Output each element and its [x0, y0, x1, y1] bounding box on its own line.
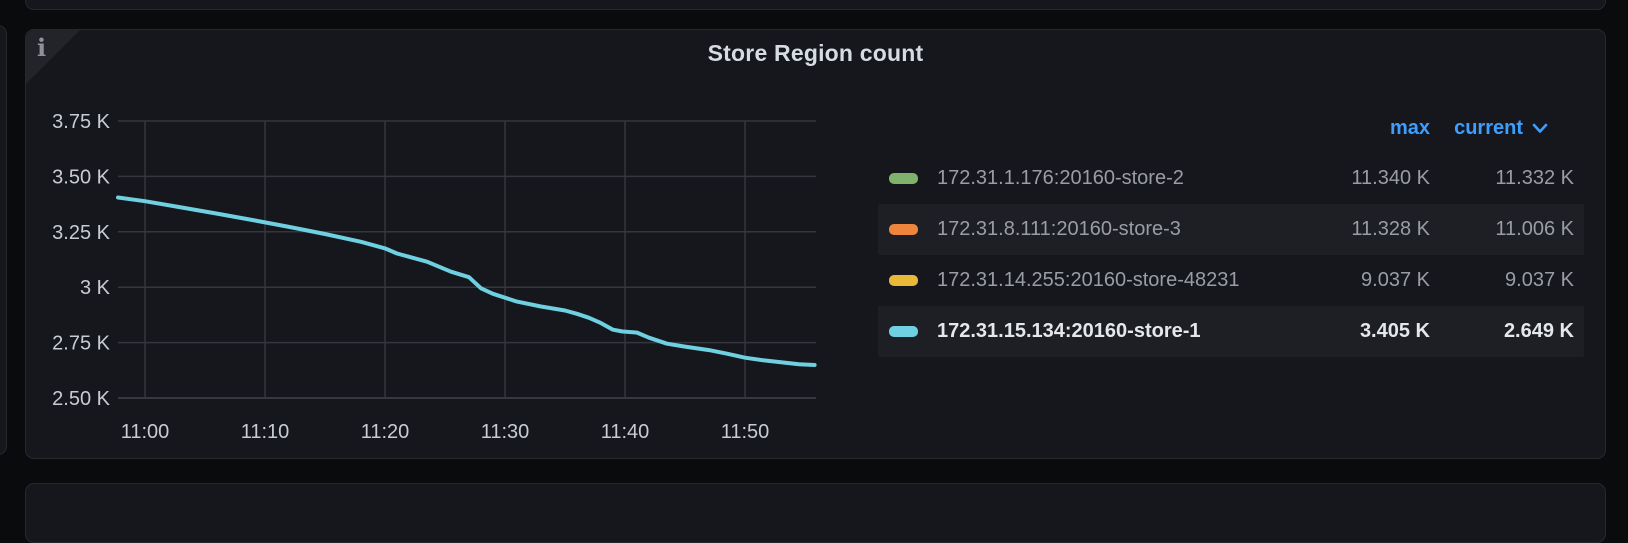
y-tick-label: 3.75 K	[52, 111, 110, 133]
series-label: 172.31.8.111:20160-store-3	[937, 218, 1181, 240]
x-tick-label: 11:20	[361, 421, 410, 443]
legend-sort-max[interactable]: max	[1390, 117, 1430, 140]
info-icon[interactable]: i	[37, 33, 47, 62]
series-color-swatch	[889, 224, 918, 235]
y-tick-label: 3.50 K	[52, 166, 110, 188]
legend-table: max current 172.31.1.176:20160-store-2 1…	[878, 113, 1584, 357]
series-color-swatch	[889, 326, 918, 337]
y-tick-label: 2.75 K	[52, 333, 110, 355]
legend-header-row: max current	[878, 113, 1584, 143]
series-max-value: 3.405 K	[1359, 320, 1430, 342]
series-current-value: 11.006 K	[1495, 218, 1574, 240]
legend-column-current-label: current	[1454, 116, 1523, 139]
y-tick-label: 3.25 K	[52, 222, 110, 244]
series-max-value: 9.037 K	[1361, 269, 1430, 291]
series-color-swatch	[889, 173, 918, 184]
series-max-value: 11.340 K	[1351, 167, 1430, 189]
chevron-down-icon	[1532, 123, 1548, 134]
series-current-value: 11.332 K	[1495, 167, 1574, 189]
legend-sort-current[interactable]: current	[1454, 117, 1574, 140]
legend-row-store-3[interactable]: 172.31.8.111:20160-store-3 11.328 K 11.0…	[878, 204, 1584, 255]
series-current-value: 2.649 K	[1503, 320, 1574, 342]
x-tick-label: 11:00	[121, 421, 170, 443]
adjacent-panel-above	[25, 0, 1606, 10]
series-line-172.31.15.134:20160-store-1[interactable]	[116, 195, 817, 367]
legend-row-store-1[interactable]: 172.31.15.134:20160-store-1 3.405 K 2.64…	[878, 306, 1584, 357]
x-tick-label: 11:50	[721, 421, 770, 443]
x-tick-label: 11:10	[241, 421, 290, 443]
legend-column-max-label: max	[1389, 116, 1430, 139]
panel-info-corner[interactable]	[26, 30, 80, 84]
y-tick-label: 3 K	[80, 277, 111, 299]
x-tick-label: 11:30	[481, 421, 530, 443]
time-series-chart[interactable]: 3.75 K 3.50 K 3.25 K 3 K 2.75 K 2.50 K 11:00 11…	[25, 29, 1606, 459]
legend-rows: 172.31.1.176:20160-store-2 11.340 K 11.3…	[878, 153, 1584, 357]
series-label: 172.31.1.176:20160-store-2	[937, 167, 1184, 189]
legend-row-store-2[interactable]: 172.31.1.176:20160-store-2 11.340 K 11.3…	[878, 153, 1584, 204]
series-color-swatch	[889, 275, 918, 286]
series-label: 172.31.14.255:20160-store-48231	[937, 269, 1240, 291]
legend-row-store-48231[interactable]: 172.31.14.255:20160-store-48231 9.037 K …	[878, 255, 1584, 306]
x-tick-label: 11:40	[601, 421, 650, 443]
series-current-value: 9.037 K	[1505, 269, 1574, 291]
series-max-value: 11.328 K	[1351, 218, 1430, 240]
adjacent-panel-left	[0, 25, 7, 455]
y-tick-label: 2.50 K	[52, 388, 110, 410]
panel-title[interactable]: Store Region count	[707, 40, 924, 66]
series-label: 172.31.15.134:20160-store-1	[937, 320, 1201, 342]
adjacent-panel-below	[25, 483, 1606, 543]
